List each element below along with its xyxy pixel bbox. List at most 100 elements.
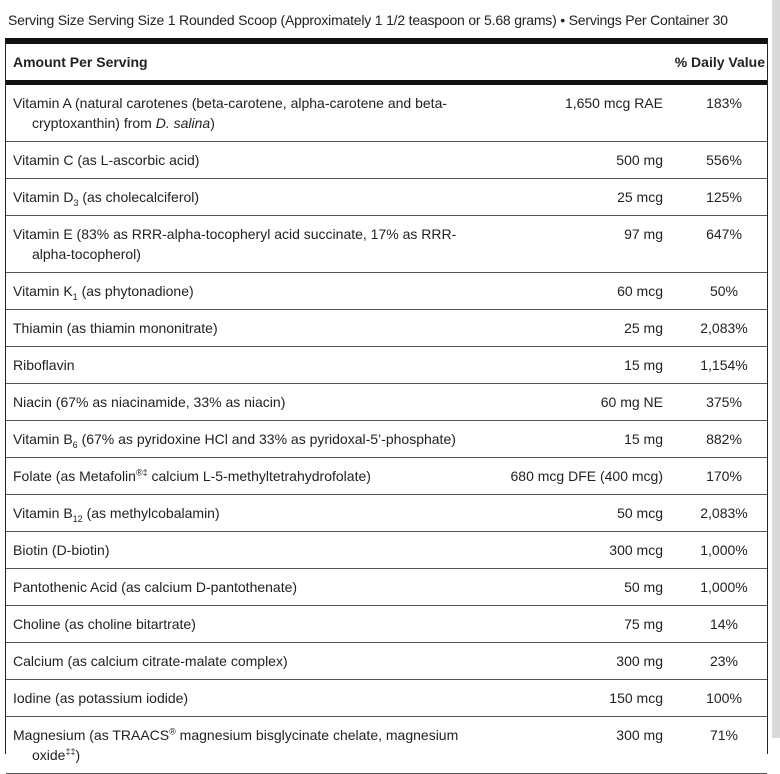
page: Serving Size Serving Size 1 Rounded Scoo… [5, 0, 780, 774]
name-part: calcium L-5-methyltetrahydrofolate) [147, 468, 371, 484]
name-part: ®‡ [135, 467, 148, 478]
name-part: Thiamin (as thiamin mononitrate) [13, 320, 218, 336]
daily-value: 2,083% [700, 505, 748, 521]
amount: 60 mg NE [600, 394, 663, 410]
amount: 300 mcg [609, 542, 663, 558]
scroll-shade [772, 0, 780, 738]
name-part: Pantothenic Acid (as calcium D-pantothen… [13, 579, 298, 595]
amount: 25 mcg [617, 189, 663, 205]
daily-value: 1,000% [700, 542, 748, 558]
nutrient-name: Thiamin (as thiamin mononitrate) [6, 310, 486, 346]
name-part: Vitamin B [13, 431, 73, 447]
name-part: (as phytonadione) [77, 283, 194, 299]
amount: 50 mcg [617, 505, 663, 521]
daily-value: 14% [709, 616, 739, 632]
daily-value: 170% [706, 468, 742, 484]
nutrient-row: Iodine (as potassium iodide) 150 mcg 100% [6, 680, 767, 717]
name-part: Riboflavin [13, 357, 75, 373]
daily-value: 556% [706, 152, 742, 168]
daily-value: 50% [709, 283, 739, 299]
daily-value: 647% [706, 226, 742, 242]
daily-value-header: % Daily Value [674, 54, 765, 70]
nutrient-name: Magnesium (as TRAACS® magnesium bisglyci… [6, 717, 486, 773]
amount: 15 mg [624, 431, 663, 447]
amount: 500 mg [616, 152, 663, 168]
name-part: (67% as pyridoxine HCl and 33% as pyrido… [77, 431, 456, 447]
nutrient-name: Riboflavin [6, 347, 486, 383]
facts-table: Amount Per Serving % Daily Value Vitamin… [5, 38, 768, 774]
nutrient-row: Vitamin C (as L-ascorbic acid) 500 mg 556% [6, 142, 767, 179]
daily-value: 1,000% [700, 579, 748, 595]
name-part: Vitamin K [13, 283, 73, 299]
nutrient-name: Biotin (D-biotin) [6, 532, 486, 568]
name-part: ® [169, 726, 176, 737]
name-part: ) [75, 747, 81, 763]
amount-header: Amount Per Serving [13, 54, 148, 70]
daily-value: 2,083% [700, 320, 748, 336]
nutrient-row: Vitamin A (natural carotenes (beta-carot… [6, 85, 767, 142]
nutrient-name: Vitamin A (natural carotenes (beta-carot… [6, 85, 486, 141]
name-part: Vitamin A (natural carotenes (beta-carot… [13, 95, 448, 131]
name-part: Vitamin E (83% as RRR-alpha-tocopheryl a… [13, 226, 457, 262]
name-part: Niacin (67% as niacinamide, 33% as niaci… [13, 394, 286, 410]
nutrient-name: Vitamin C (as L-ascorbic acid) [6, 142, 486, 178]
nutrient-row: Pantothenic Acid (as calcium D-pantothen… [6, 569, 767, 606]
daily-value: 1,154% [700, 357, 748, 373]
daily-value: 23% [709, 653, 739, 669]
nutrient-row: Choline (as choline bitartrate) 75 mg 14% [6, 606, 767, 643]
amount: 15 mg [624, 357, 663, 373]
name-part: 12 [72, 513, 83, 524]
nutrient-name: Iodine (as potassium iodide) [6, 680, 486, 716]
amount: 1,650 mcg RAE [564, 95, 663, 111]
nutrient-name: Pantothenic Acid (as calcium D-pantothen… [6, 569, 486, 605]
nutrient-row: Calcium (as calcium citrate-malate compl… [6, 643, 767, 680]
daily-value: 375% [706, 394, 742, 410]
daily-value: 71% [709, 727, 739, 743]
nutrient-row: Vitamin D3 (as cholecalciferol) 25 mcg 125… [6, 179, 767, 216]
nutrient-name: Calcium (as calcium citrate-malate compl… [6, 643, 486, 679]
nutrient-row: Vitamin K1 (as phytonadione) 60 mcg 50% [6, 273, 767, 310]
nutrient-name: Vitamin B6 (67% as pyridoxine HCl and 33… [6, 421, 486, 457]
name-part: (as cholecalciferol) [78, 189, 200, 205]
nutrient-name: Niacin (67% as niacinamide, 33% as niaci… [6, 384, 486, 420]
amount: 60 mcg [617, 283, 663, 299]
table-header: Amount Per Serving % Daily Value [6, 44, 767, 85]
amount: 680 mcg DFE (400 mcg) [510, 468, 664, 484]
amount: 50 mg [624, 579, 663, 595]
rows: Vitamin A (natural carotenes (beta-carot… [6, 85, 767, 774]
nutrient-row: Riboflavin 15 mg 1,154% [6, 347, 767, 384]
nutrient-row: Thiamin (as thiamin mononitrate) 25 mg 2,0… [6, 310, 767, 347]
daily-value: 125% [706, 189, 742, 205]
amount: 150 mcg [609, 690, 663, 706]
name-part: D. salina [155, 115, 211, 131]
name-part: Folate (as Metafolin [13, 468, 136, 484]
nutrient-name: Folate (as Metafolin®‡ calcium L-5-methy… [6, 458, 486, 494]
name-part: 3 [73, 197, 79, 208]
nutrient-name: Vitamin K1 (as phytonadione) [6, 273, 486, 309]
serving-info: Serving Size Serving Size 1 Rounded Scoo… [8, 12, 728, 28]
daily-value: 183% [706, 95, 742, 111]
name-part: 6 [72, 439, 78, 450]
nutrient-name: Choline (as choline bitartrate) [6, 606, 486, 642]
amount: 25 mg [624, 320, 663, 336]
nutrient-name: Vitamin D3 (as cholecalciferol) [6, 179, 486, 215]
name-part: Vitamin B [13, 505, 73, 521]
daily-value: 100% [706, 690, 742, 706]
name-part: Vitamin C (as L-ascorbic acid) [13, 152, 200, 168]
name-part: Biotin (D-biotin) [13, 542, 110, 558]
nutrient-name: Vitamin B12 (as methylcobalamin) [6, 495, 486, 531]
daily-value: 882% [706, 431, 742, 447]
name-part: ) [210, 115, 215, 131]
amount: 300 mg [616, 727, 663, 743]
name-part: Choline (as choline bitartrate) [13, 616, 196, 632]
nutrient-row: Folate (as Metafolin®‡ calcium L-5-methy… [6, 458, 767, 495]
nutrient-name: Vitamin E (83% as RRR-alpha-tocopheryl a… [6, 216, 486, 272]
name-part: 1 [72, 291, 78, 302]
nutrient-row: Vitamin E (83% as RRR-alpha-tocopheryl a… [6, 216, 767, 273]
name-part: Vitamin D [13, 189, 74, 205]
nutrient-row: Niacin (67% as niacinamide, 33% as niaci… [6, 384, 767, 421]
nutrient-row: Magnesium (as TRAACS® magnesium bisglyci… [6, 717, 767, 774]
name-part: Iodine (as potassium iodide) [13, 690, 189, 706]
name-part: Calcium (as calcium citrate-malate compl… [13, 653, 288, 669]
name-part: Magnesium (as TRAACS [13, 727, 170, 743]
